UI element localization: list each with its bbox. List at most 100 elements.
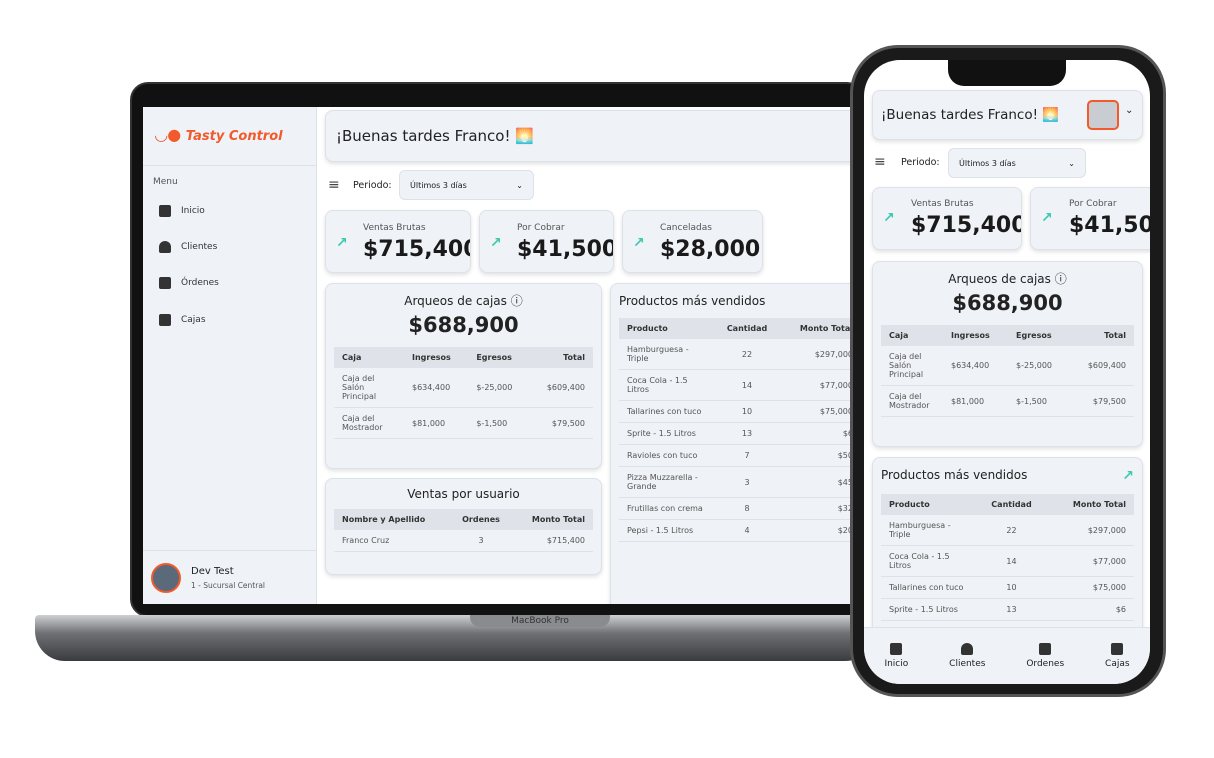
phone-stat-cobrar: ↗ Por Cobrar $41,500 bbox=[1030, 187, 1150, 250]
table-row: Hamburguesa - Triple 22 $297,000 bbox=[619, 339, 850, 370]
menu-label: Menu bbox=[153, 177, 178, 187]
table-cell: 13 bbox=[976, 598, 1047, 621]
productos-card: Productos más vendidos Producto Cantidad M… bbox=[610, 283, 850, 604]
stat-canceladas: ↗ Canceladas $28,000 bbox=[622, 210, 763, 273]
chevron-down-icon: ⌄ bbox=[1125, 105, 1134, 116]
filter-icon: ≡ bbox=[874, 154, 886, 170]
table-cell: 7 bbox=[714, 444, 781, 467]
laptop-label: MacBook Pro bbox=[470, 615, 610, 627]
table-cell: 4 bbox=[714, 519, 781, 542]
person-icon bbox=[961, 643, 974, 655]
table-row: Coca Cola - 1.5 Litros 14 $77,000 bbox=[619, 369, 850, 401]
table-cell: Frutillas con crema bbox=[619, 497, 714, 520]
bottom-nav-inicio[interactable]: Inicio bbox=[884, 643, 908, 669]
table-cell: Tallarines con tuco bbox=[619, 400, 714, 423]
table-cell: $297,000 bbox=[1046, 515, 1134, 546]
table-cell: Tallarines con tuco bbox=[881, 576, 976, 599]
table-cell: Pizza Muzzarella - Grande bbox=[619, 466, 714, 498]
table-cell: $32 bbox=[780, 497, 850, 520]
table-cell: Coca Cola - 1.5 Litros bbox=[881, 545, 976, 577]
table-cell: 14 bbox=[976, 545, 1047, 577]
bottom-nav-ordenes[interactable]: Ordenes bbox=[1026, 643, 1064, 669]
table-row: Coca Cola - 1.5 Litros 14 $77,000 bbox=[881, 545, 1134, 577]
table-cell: Coca Cola - 1.5 Litros bbox=[619, 369, 714, 401]
table-cell: Pepsi - 1.5 Litros bbox=[619, 519, 714, 542]
table-cell: 14 bbox=[714, 369, 781, 401]
sidebar-item-clientes[interactable]: Clientes bbox=[159, 241, 217, 253]
table-cell: 22 bbox=[976, 515, 1047, 546]
table-row: Tallarines con tuco 10 $75,000 bbox=[619, 400, 850, 423]
table-cell: 22 bbox=[714, 339, 781, 370]
table-cell: $77,000 bbox=[780, 369, 850, 401]
info-icon: ⓘ bbox=[1054, 272, 1067, 286]
arqueos-card: Arqueos de cajas ⓘ $688,900 Caja Ingresos… bbox=[325, 283, 602, 469]
table-cell: Hamburguesa - Triple bbox=[619, 339, 714, 370]
chevron-down-icon: ⌄ bbox=[516, 180, 523, 190]
table-cell: $6 bbox=[1046, 598, 1134, 621]
info-icon: ⓘ bbox=[510, 294, 523, 308]
bottom-nav-clientes[interactable]: Clientes bbox=[949, 643, 985, 669]
table-row: Caja del Salón Principal $634,400 $-25,000… bbox=[334, 368, 593, 408]
table-cell: 13 bbox=[714, 422, 781, 445]
trending-up-icon: ↗ bbox=[633, 235, 645, 251]
phone-notch bbox=[948, 60, 1066, 86]
table-cell: Hamburguesa - Triple bbox=[881, 515, 976, 546]
ventas-usuario-card: Ventas por usuario Nombre y Apellido Orde… bbox=[325, 478, 602, 575]
period-label: Periodo: bbox=[353, 180, 392, 191]
table-cell: 8 bbox=[714, 497, 781, 520]
trending-up-icon: ↗ bbox=[336, 235, 348, 251]
greeting-header: ¡Buenas tardes Franco! 🌅 bbox=[325, 110, 850, 162]
table-row: Caja del Mostrador $81,000 $-1,500 $79,500 bbox=[334, 407, 593, 439]
orders-icon bbox=[1039, 643, 1052, 655]
person-icon bbox=[159, 241, 171, 253]
phone-period-select[interactable]: Últimos 3 días ⌄ bbox=[948, 148, 1086, 178]
laptop-base bbox=[35, 615, 875, 661]
table-cell: 3 bbox=[714, 466, 781, 498]
table-cell: $45 bbox=[780, 466, 850, 498]
table-row: Tallarines con tuco 10 $75,000 bbox=[881, 576, 1134, 599]
table-row: Caja del Salón Principal $634,400 $-25,000… bbox=[881, 346, 1134, 386]
phone-greeting-header: ¡Buenas tardes Franco! 🌅 ⌄ bbox=[872, 90, 1143, 140]
cash-register-icon bbox=[159, 314, 171, 326]
dashboard-icon bbox=[159, 205, 171, 217]
cash-register-icon bbox=[1111, 643, 1124, 655]
table-row: Hamburguesa - Triple 22 $297,000 bbox=[881, 515, 1134, 546]
bottom-nav: Inicio Clientes Ordenes Cajas bbox=[864, 627, 1150, 684]
trending-up-icon: ↗ bbox=[1122, 468, 1134, 484]
table-cell: Sprite - 1.5 Litros bbox=[619, 422, 714, 445]
stat-ventas-brutas: ↗ Ventas Brutas $715,400 bbox=[325, 210, 471, 273]
arqueos-total: $688,900 bbox=[408, 313, 519, 337]
laptop-screen: ◡● Tasty Control Menu Inicio Clientes Ór… bbox=[143, 107, 850, 604]
table-cell: $50 bbox=[780, 444, 850, 467]
period-select[interactable]: Últimos 3 días ⌄ bbox=[399, 170, 534, 200]
profile-avatar-button[interactable] bbox=[1087, 100, 1119, 130]
phone-stat-ventas: ↗ Ventas Brutas $715,400 bbox=[872, 187, 1022, 250]
sidebar-item-ordenes[interactable]: Órdenes bbox=[159, 277, 219, 289]
bottom-nav-cajas[interactable]: Cajas bbox=[1105, 643, 1130, 669]
user-name: Dev Test bbox=[191, 566, 234, 577]
table-cell: $20 bbox=[780, 519, 850, 542]
avatar[interactable] bbox=[151, 563, 181, 593]
phone-arqueos-card: Arqueos de cajas ⓘ $688,900 Caja Ingresos… bbox=[872, 261, 1143, 447]
table-row: Caja del Mostrador $81,000 $-1,500 $79,500 bbox=[881, 385, 1134, 417]
sidebar-item-inicio[interactable]: Inicio bbox=[159, 205, 205, 217]
table-cell: 10 bbox=[714, 400, 781, 423]
table-cell: Sprite - 1.5 Litros bbox=[881, 598, 976, 621]
orders-icon bbox=[159, 277, 171, 289]
table-cell: $297,000 bbox=[780, 339, 850, 370]
trending-up-icon: ↗ bbox=[490, 235, 502, 251]
dashboard-icon bbox=[890, 643, 903, 655]
table-cell: $6 bbox=[780, 422, 850, 445]
table-cell: $77,000 bbox=[1046, 545, 1134, 577]
table-cell: $75,000 bbox=[780, 400, 850, 423]
user-branch: 1 - Sucursal Central bbox=[191, 581, 266, 590]
stat-por-cobrar: ↗ Por Cobrar $41,500 bbox=[479, 210, 614, 273]
table-cell: $75,000 bbox=[1046, 576, 1134, 599]
sidebar-item-cajas[interactable]: Cajas bbox=[159, 314, 206, 326]
